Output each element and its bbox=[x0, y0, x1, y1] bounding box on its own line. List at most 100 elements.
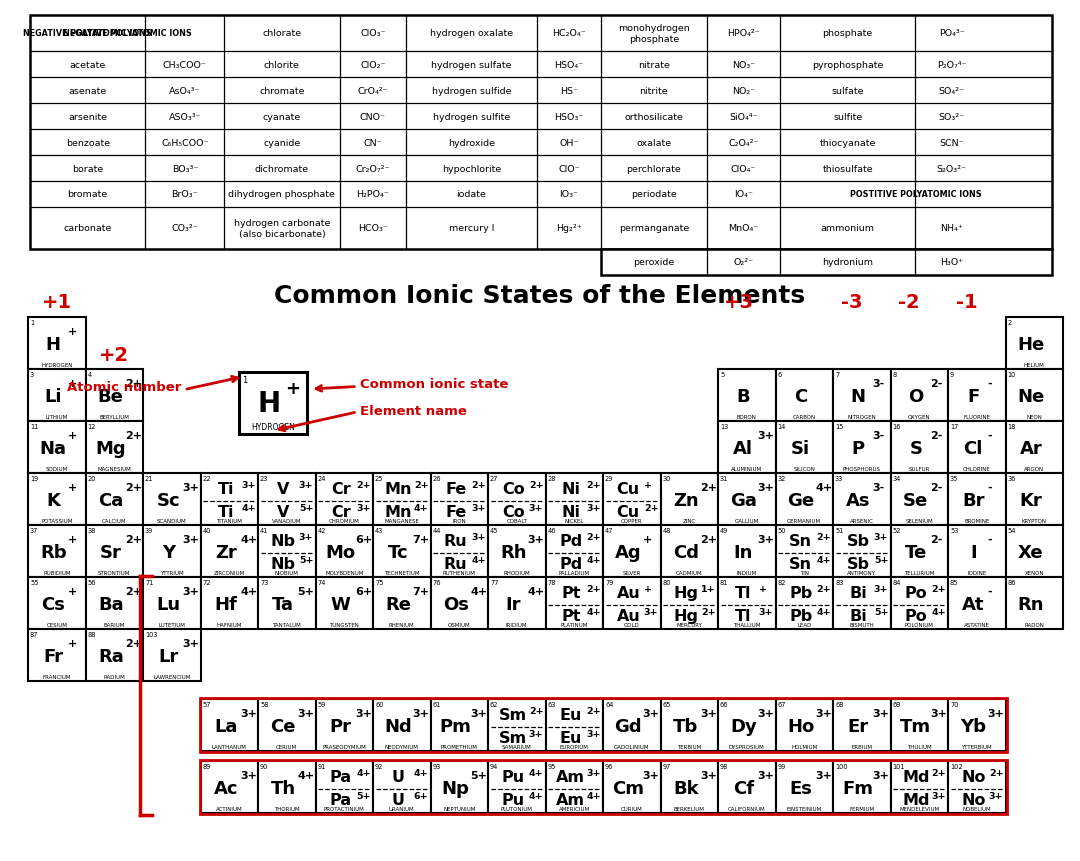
Bar bbox=[661, 699, 718, 751]
Text: 63: 63 bbox=[548, 701, 556, 707]
Text: 3+: 3+ bbox=[874, 585, 889, 594]
Bar bbox=[431, 474, 488, 525]
Text: 41: 41 bbox=[260, 528, 268, 533]
Text: Se: Se bbox=[903, 492, 929, 510]
Text: FRANCIUM: FRANCIUM bbox=[42, 675, 71, 679]
Text: POTASSIUM: POTASSIUM bbox=[41, 519, 72, 523]
Text: 5: 5 bbox=[720, 372, 725, 378]
Text: 76: 76 bbox=[432, 579, 441, 585]
Text: Dy: Dy bbox=[730, 717, 757, 735]
Text: CERIUM: CERIUM bbox=[276, 745, 297, 750]
Text: Cu: Cu bbox=[617, 481, 639, 497]
Text: 3-: 3- bbox=[873, 482, 885, 492]
Text: 3+: 3+ bbox=[240, 770, 257, 780]
Bar bbox=[1005, 474, 1063, 525]
Bar bbox=[718, 474, 775, 525]
Text: 40: 40 bbox=[203, 528, 211, 533]
Text: 2+: 2+ bbox=[125, 586, 143, 597]
Text: hydronium: hydronium bbox=[822, 258, 873, 267]
Text: 46: 46 bbox=[548, 528, 556, 533]
Text: 31: 31 bbox=[720, 475, 728, 481]
Bar bbox=[28, 525, 85, 578]
Text: 3+: 3+ bbox=[529, 729, 543, 739]
Text: 78: 78 bbox=[548, 579, 556, 585]
Text: 2: 2 bbox=[1008, 319, 1012, 325]
Text: XENON: XENON bbox=[1025, 571, 1044, 576]
Text: 21: 21 bbox=[145, 475, 153, 481]
Text: Er: Er bbox=[848, 717, 869, 735]
Text: 5+: 5+ bbox=[470, 770, 487, 780]
Text: -: - bbox=[988, 586, 993, 597]
Bar bbox=[315, 474, 373, 525]
Bar bbox=[28, 422, 85, 474]
Text: ClO₄⁻: ClO₄⁻ bbox=[731, 164, 756, 173]
Text: Cl: Cl bbox=[963, 439, 983, 457]
Text: ZINC: ZINC bbox=[683, 519, 696, 523]
Bar bbox=[488, 525, 545, 578]
Text: 2+: 2+ bbox=[586, 481, 600, 490]
Text: 2+: 2+ bbox=[125, 379, 143, 388]
Text: 2+: 2+ bbox=[989, 769, 1003, 777]
Text: 2+: 2+ bbox=[700, 535, 717, 544]
Text: 6: 6 bbox=[778, 372, 782, 378]
Text: ZIRCONIUM: ZIRCONIUM bbox=[214, 571, 245, 576]
Text: Np: Np bbox=[442, 779, 470, 797]
Text: hydrogen sulfate: hydrogen sulfate bbox=[431, 60, 512, 70]
Text: 47: 47 bbox=[605, 528, 613, 533]
Text: Cr₂O₇²⁻: Cr₂O₇²⁻ bbox=[355, 164, 390, 173]
Text: NOBELIUM: NOBELIUM bbox=[962, 807, 991, 812]
Bar bbox=[661, 761, 718, 813]
Text: Tl: Tl bbox=[735, 585, 752, 600]
Text: U: U bbox=[392, 769, 405, 784]
Text: thiocyanate: thiocyanate bbox=[820, 139, 876, 147]
Bar bbox=[661, 525, 718, 578]
Text: 4+: 4+ bbox=[298, 770, 314, 780]
Text: Pm: Pm bbox=[440, 717, 472, 735]
Text: 45: 45 bbox=[490, 528, 499, 533]
Text: THALLIUM: THALLIUM bbox=[733, 623, 760, 628]
Text: Sb: Sb bbox=[847, 534, 869, 548]
Text: hydrogen sulfide: hydrogen sulfide bbox=[432, 86, 511, 96]
Text: Tb: Tb bbox=[673, 717, 699, 735]
Text: 3+: 3+ bbox=[183, 586, 200, 597]
Text: monohydrogen
phosphate: monohydrogen phosphate bbox=[618, 24, 690, 44]
Text: 99: 99 bbox=[778, 763, 786, 769]
Bar bbox=[201, 578, 258, 629]
Text: 59: 59 bbox=[318, 701, 326, 707]
Bar bbox=[373, 525, 431, 578]
Text: 94: 94 bbox=[490, 763, 498, 769]
Text: Sc: Sc bbox=[157, 492, 180, 510]
Text: cyanate: cyanate bbox=[262, 113, 301, 121]
Text: Li: Li bbox=[44, 387, 62, 406]
Bar bbox=[948, 369, 1005, 422]
Text: 2+: 2+ bbox=[816, 585, 831, 594]
Text: PO₄³⁻: PO₄³⁻ bbox=[939, 29, 964, 39]
Text: V: V bbox=[278, 505, 289, 519]
Text: 3: 3 bbox=[30, 372, 35, 378]
Text: EINSTEINIUM: EINSTEINIUM bbox=[786, 807, 822, 812]
Text: No: No bbox=[961, 792, 986, 807]
Text: P₂O₇⁴⁻: P₂O₇⁴⁻ bbox=[937, 60, 967, 70]
Text: NO₂⁻: NO₂⁻ bbox=[732, 86, 755, 96]
Text: MERCURY: MERCURY bbox=[676, 623, 702, 628]
Text: 2+: 2+ bbox=[529, 707, 543, 715]
Text: Th: Th bbox=[271, 779, 296, 797]
Text: 3+: 3+ bbox=[815, 770, 832, 780]
Bar bbox=[718, 422, 775, 474]
Text: 3+: 3+ bbox=[413, 709, 430, 718]
Text: sulfate: sulfate bbox=[832, 86, 864, 96]
Text: 20: 20 bbox=[87, 475, 96, 481]
Text: BO₃³⁻: BO₃³⁻ bbox=[172, 164, 198, 173]
Text: 50: 50 bbox=[778, 528, 786, 533]
Text: 9: 9 bbox=[950, 372, 954, 378]
Text: COPPER: COPPER bbox=[621, 519, 643, 523]
Bar bbox=[431, 761, 488, 813]
Text: Lr: Lr bbox=[158, 647, 178, 666]
Text: C₂O₄²⁻: C₂O₄²⁻ bbox=[728, 139, 758, 147]
Text: hydrogen carbonate
(also bicarbonate): hydrogen carbonate (also bicarbonate) bbox=[233, 219, 330, 238]
Text: 83: 83 bbox=[835, 579, 843, 585]
Text: Fm: Fm bbox=[842, 779, 874, 797]
Text: +: + bbox=[68, 326, 77, 337]
Text: 3+: 3+ bbox=[298, 709, 314, 718]
Text: 17: 17 bbox=[950, 424, 958, 430]
